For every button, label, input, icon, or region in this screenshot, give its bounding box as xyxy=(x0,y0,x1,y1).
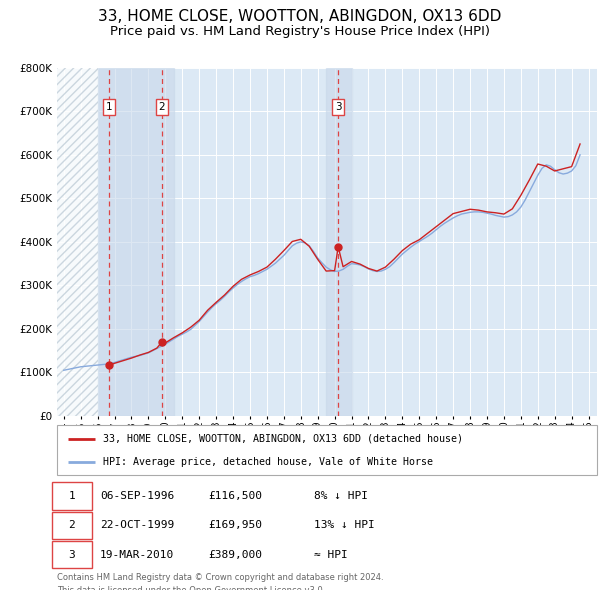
Text: £389,000: £389,000 xyxy=(208,550,262,560)
Bar xyxy=(57,68,98,416)
Text: 06-SEP-1996: 06-SEP-1996 xyxy=(100,491,175,501)
Text: Price paid vs. HM Land Registry's House Price Index (HPI): Price paid vs. HM Land Registry's House … xyxy=(110,25,490,38)
FancyBboxPatch shape xyxy=(52,541,92,568)
Text: 2: 2 xyxy=(158,102,165,112)
Text: HPI: Average price, detached house, Vale of White Horse: HPI: Average price, detached house, Vale… xyxy=(103,457,433,467)
FancyBboxPatch shape xyxy=(57,425,597,475)
Text: 33, HOME CLOSE, WOOTTON, ABINGDON, OX13 6DD (detached house): 33, HOME CLOSE, WOOTTON, ABINGDON, OX13 … xyxy=(103,434,463,444)
Text: £116,500: £116,500 xyxy=(208,491,262,501)
Text: £169,950: £169,950 xyxy=(208,520,262,530)
Text: Contains HM Land Registry data © Crown copyright and database right 2024.
This d: Contains HM Land Registry data © Crown c… xyxy=(57,573,383,590)
Text: 3: 3 xyxy=(335,102,341,112)
Bar xyxy=(98,68,174,416)
Text: 22-OCT-1999: 22-OCT-1999 xyxy=(100,520,175,530)
FancyBboxPatch shape xyxy=(52,512,92,539)
Text: 13% ↓ HPI: 13% ↓ HPI xyxy=(314,520,374,530)
Text: 2: 2 xyxy=(68,520,75,530)
Text: 1: 1 xyxy=(68,491,75,501)
Text: 33, HOME CLOSE, WOOTTON, ABINGDON, OX13 6DD: 33, HOME CLOSE, WOOTTON, ABINGDON, OX13 … xyxy=(98,9,502,24)
Bar xyxy=(326,68,352,416)
Text: 3: 3 xyxy=(68,550,75,560)
Text: 19-MAR-2010: 19-MAR-2010 xyxy=(100,550,175,560)
Text: 1: 1 xyxy=(106,102,112,112)
FancyBboxPatch shape xyxy=(52,483,92,510)
Text: ≈ HPI: ≈ HPI xyxy=(314,550,347,560)
Text: 8% ↓ HPI: 8% ↓ HPI xyxy=(314,491,367,501)
